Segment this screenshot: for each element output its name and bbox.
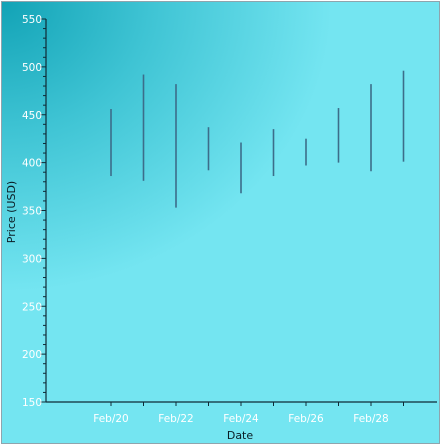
y-tick-label: 450 [22, 110, 42, 122]
y-tick-label: 200 [22, 349, 42, 361]
ticks-layer: 150 200 250 300 350 400 450 500 550 Feb/20 Feb/22 F… [22, 14, 404, 425]
y-tick-label: 350 [22, 206, 42, 218]
y-tick-label: 150 [22, 397, 42, 409]
y-tick-label: 550 [22, 14, 42, 26]
y-tick-label: 500 [22, 62, 42, 74]
x-tick-label: Feb/26 [288, 413, 324, 425]
x-tick-label: Feb/20 [93, 413, 129, 425]
y-tick-label: 250 [22, 301, 42, 313]
x-tick-label: Feb/24 [223, 413, 259, 425]
y-tick-label: 300 [22, 253, 42, 265]
bars-layer [110, 70, 405, 208]
y-axis-title: Price (USD) [5, 181, 18, 243]
x-axis-title: Date [227, 429, 254, 442]
y-tick-label: 400 [22, 158, 42, 170]
axes-layer [45, 19, 437, 403]
x-tick-label: Feb/22 [158, 413, 194, 425]
x-tick-label: Feb/28 [353, 413, 389, 425]
